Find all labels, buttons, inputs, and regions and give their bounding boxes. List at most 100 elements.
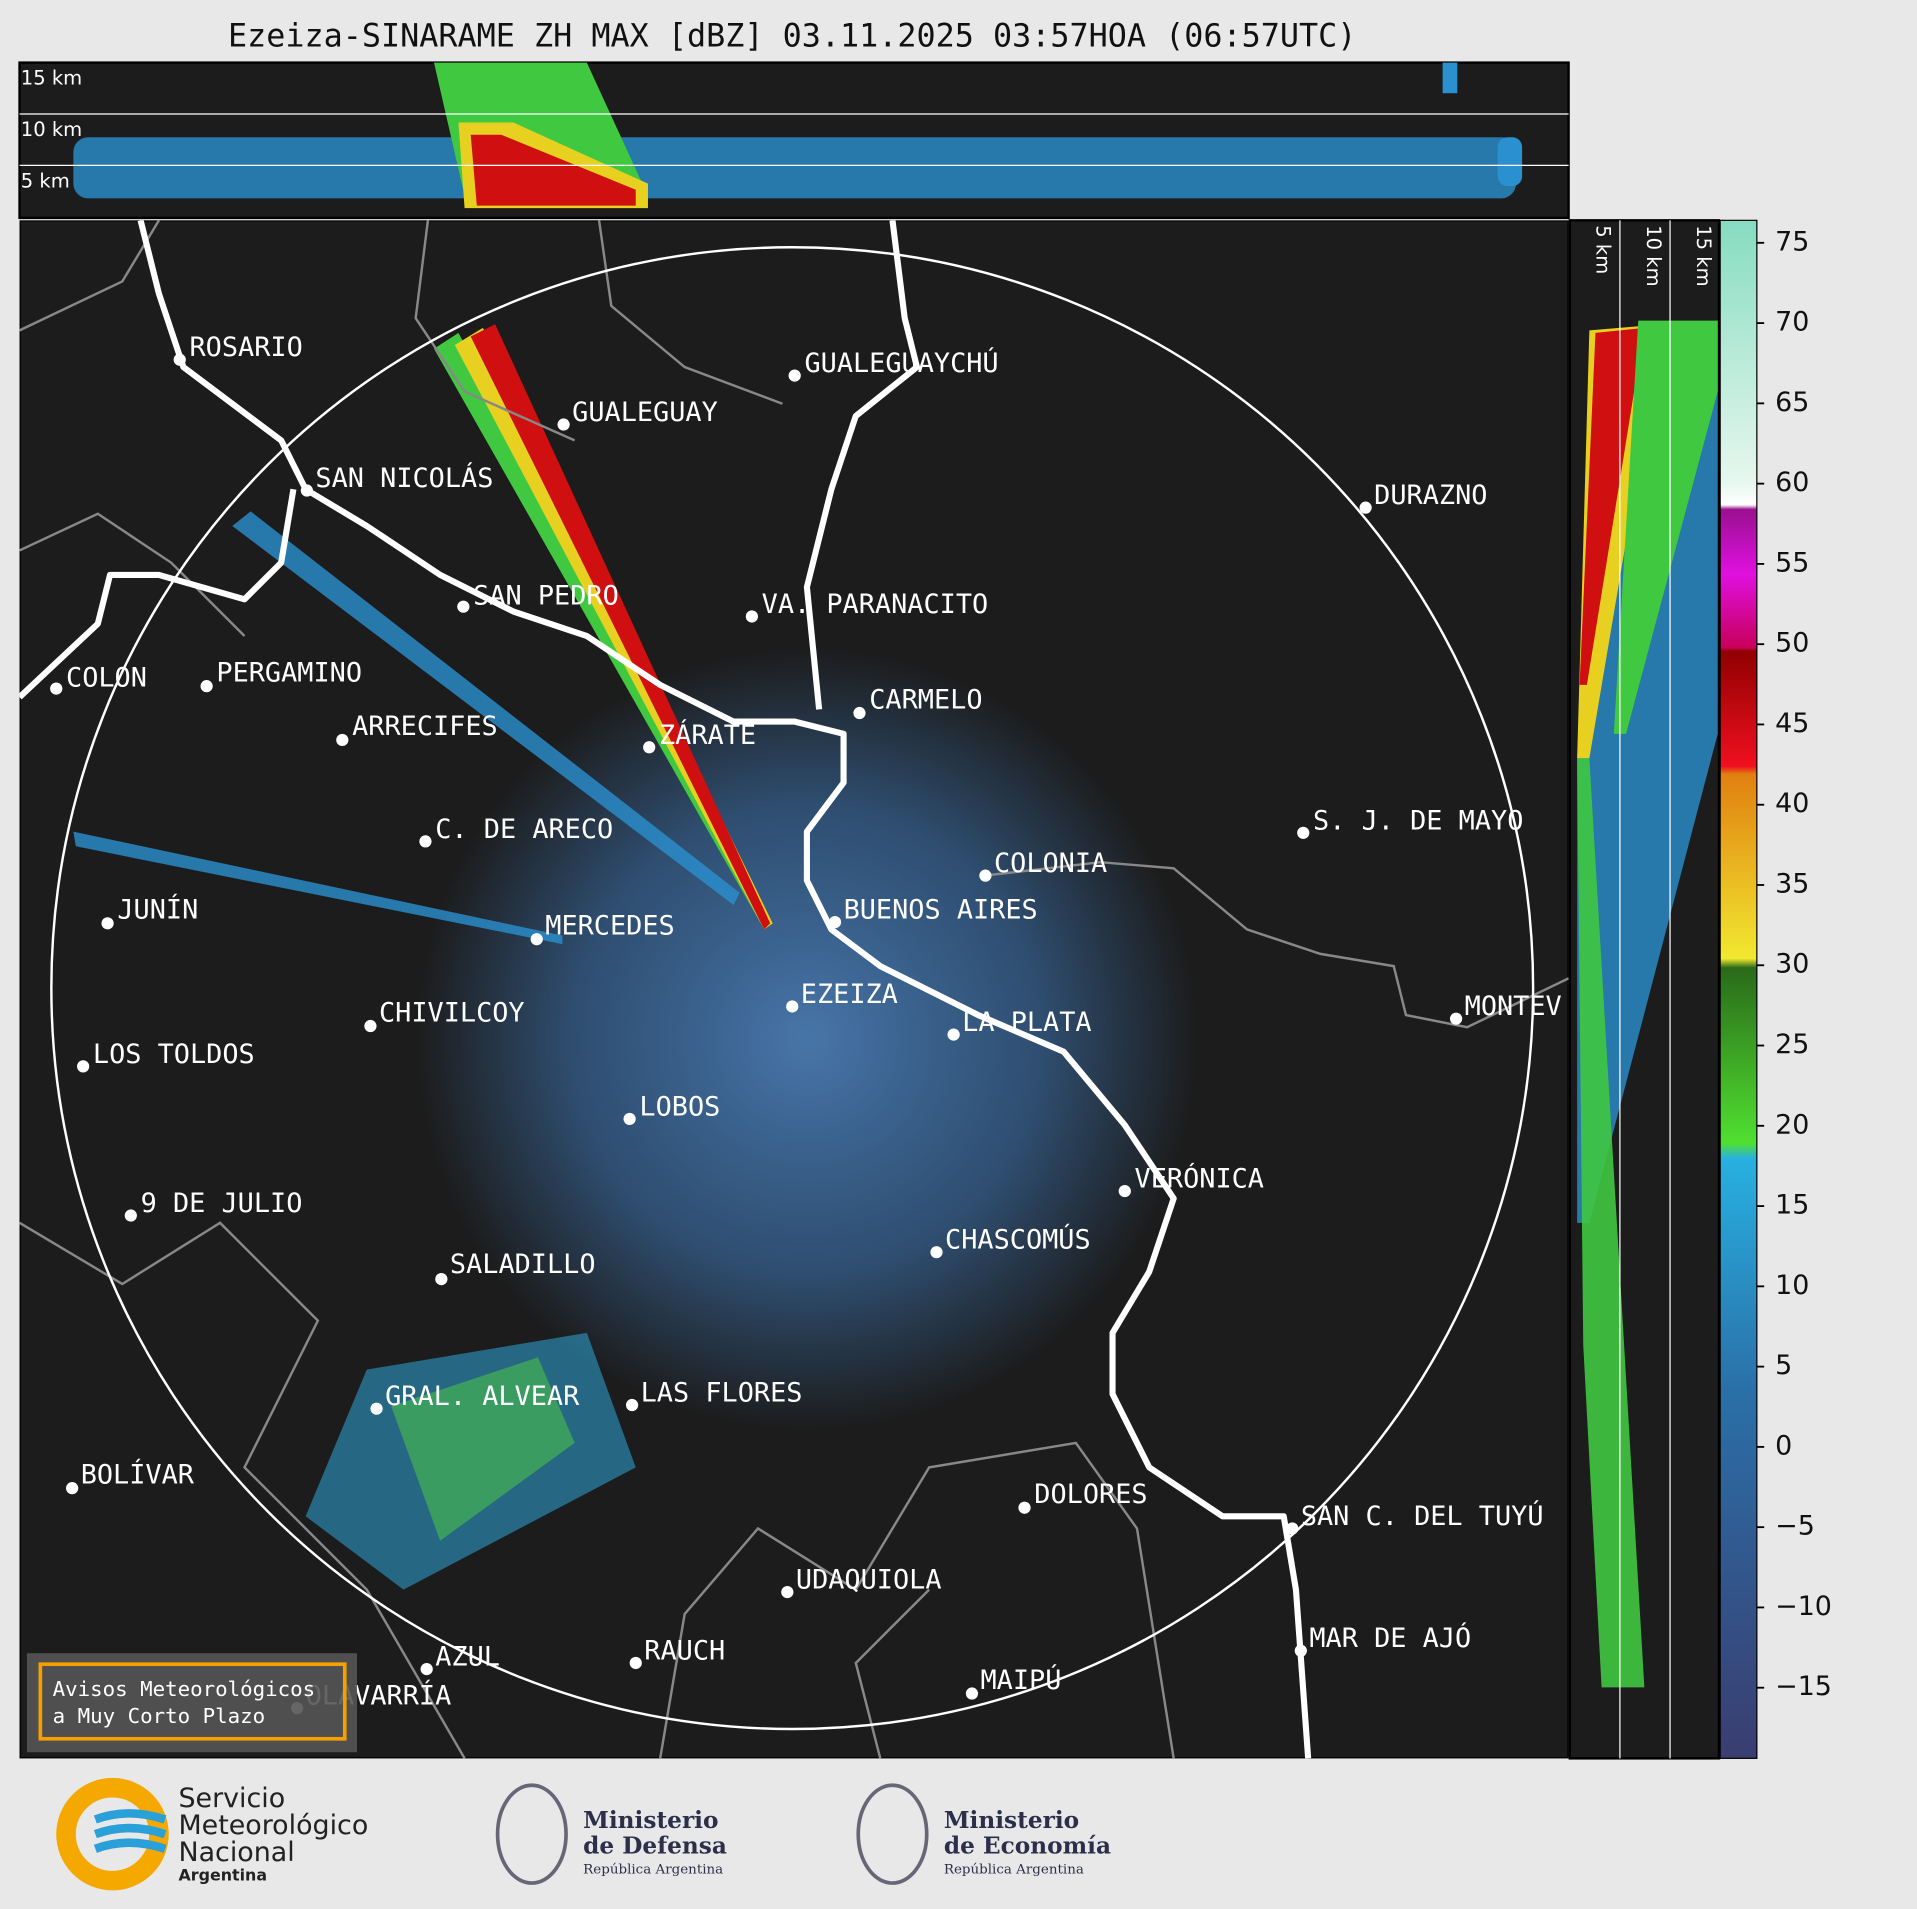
city-label: SAN PEDRO bbox=[473, 580, 619, 611]
city-dot bbox=[965, 1687, 979, 1700]
logo-text: Meteorológico bbox=[178, 1810, 368, 1841]
city-label: PERGAMINO bbox=[216, 657, 362, 688]
defensa-logo: Ministerio de Defensa República Argentin… bbox=[495, 1783, 727, 1885]
city-label: GRAL. ALVEAR bbox=[385, 1381, 580, 1412]
city-dot bbox=[364, 1019, 377, 1033]
colorbar-tick-label: 30 bbox=[1775, 949, 1809, 980]
city-label: CHIVILCOY bbox=[379, 997, 525, 1028]
city-label: UDAQUIOLA bbox=[796, 1565, 942, 1596]
city-dot bbox=[1449, 1012, 1463, 1025]
colorbar-tick-label: 45 bbox=[1775, 708, 1809, 739]
side-section: 5 km 10 km 15 km bbox=[1568, 219, 1721, 1760]
logo-text: Servicio bbox=[178, 1783, 285, 1814]
colorbar-tick-label: 35 bbox=[1775, 868, 1809, 899]
colorbar-tick-label: −10 bbox=[1775, 1591, 1832, 1622]
city-dot bbox=[1286, 1522, 1299, 1535]
logo-text: de Defensa bbox=[583, 1833, 727, 1860]
city-dot bbox=[419, 835, 432, 848]
city-label: ROSARIO bbox=[189, 332, 302, 363]
level-label: 15 km bbox=[21, 67, 82, 90]
city-dot bbox=[1018, 1501, 1031, 1514]
economia-logo: Ministerio de Economía República Argenti… bbox=[856, 1783, 1111, 1885]
city-dot bbox=[77, 1060, 90, 1073]
colorbar-tick-label: 25 bbox=[1775, 1029, 1809, 1060]
logo-text: República Argentina bbox=[583, 1862, 723, 1877]
logo-text: Nacional bbox=[178, 1837, 294, 1868]
city-label: LA PLATA bbox=[962, 1007, 1091, 1038]
city-label: GUALEGUAY bbox=[572, 397, 718, 428]
city-dot bbox=[745, 610, 758, 623]
city-label: VA. PARANACITO bbox=[762, 589, 989, 620]
city-dot bbox=[930, 1246, 943, 1259]
colorbar-tick-label: 40 bbox=[1775, 788, 1809, 819]
level-label: 5 km bbox=[21, 169, 70, 192]
city-label: COLONIA bbox=[994, 848, 1107, 879]
warning-box[interactable]: Avisos Meteorológicos a Muy Corto Plazo bbox=[26, 1653, 357, 1753]
city-dot bbox=[300, 484, 313, 497]
city-dot bbox=[623, 1112, 636, 1126]
city-dot bbox=[629, 1656, 642, 1670]
city-label: MAIPÚ bbox=[981, 1664, 1062, 1696]
city-label: CARMELO bbox=[869, 684, 982, 715]
city-label: 9 DE JULIO bbox=[141, 1188, 303, 1219]
logo-text: de Economía bbox=[944, 1833, 1111, 1860]
logo-text: República Argentina bbox=[944, 1862, 1084, 1877]
city-label: SAN NICOLÁS bbox=[315, 462, 493, 494]
city-label: BOLÍVAR bbox=[81, 1458, 195, 1490]
city-dot bbox=[200, 680, 213, 693]
city-label: LAS FLORES bbox=[641, 1378, 803, 1409]
logo-text: Argentina bbox=[178, 1866, 267, 1885]
colorbar-tick-label: 0 bbox=[1775, 1430, 1792, 1461]
city-label: DURAZNO bbox=[1374, 480, 1487, 511]
city-dot bbox=[781, 1585, 794, 1599]
city-dot bbox=[625, 1398, 639, 1412]
colorbar-tick-label: −15 bbox=[1775, 1671, 1832, 1702]
city-dot bbox=[66, 1482, 79, 1495]
smn-logo: Servicio Meteorológico Nacional Argentin… bbox=[56, 1777, 368, 1891]
city-label: LOBOS bbox=[639, 1091, 720, 1122]
colorbar-tick-label: 65 bbox=[1775, 387, 1809, 418]
city-dot bbox=[530, 933, 543, 946]
city-dot bbox=[124, 1209, 137, 1222]
city-label: JUNÍN bbox=[117, 894, 198, 926]
city-dot bbox=[50, 682, 63, 695]
city-label: SAN C. DEL TUYÚ bbox=[1301, 1500, 1544, 1532]
logo-text: Ministerio bbox=[944, 1807, 1079, 1834]
city-dot bbox=[435, 1272, 448, 1286]
city-dot bbox=[420, 1662, 433, 1676]
city-dot bbox=[101, 917, 114, 930]
colorbar: −15 −10 −5 0 5 10 15 20 25 30 35 40 45 50 55 60 65 70 75 bbox=[1719, 219, 1832, 1759]
city-dot bbox=[853, 706, 866, 720]
title: Ezeiza-SINARAME ZH MAX [dBZ] 03.11.2025 … bbox=[228, 19, 1356, 55]
city-label: COLON bbox=[66, 662, 147, 693]
city-label: EZEIZA bbox=[801, 979, 898, 1010]
city-label: GUALEGUAYCHÚ bbox=[804, 347, 998, 379]
level-label: 10 km bbox=[1642, 225, 1665, 286]
warning-text: Avisos Meteorológicos bbox=[53, 1677, 316, 1701]
city-label: MONTEV bbox=[1465, 991, 1562, 1022]
top-section: 15 km 10 km 5 km bbox=[18, 61, 1570, 220]
city-dot bbox=[173, 353, 186, 366]
city-dot bbox=[786, 1000, 799, 1013]
city-dot bbox=[1359, 501, 1372, 514]
map: ROSARIO GUALEGUAYCHÚ GUALEGUAY SAN NICOLÁS D… bbox=[19, 220, 1569, 1759]
city-label: LOS TOLDOS bbox=[93, 1039, 255, 1070]
city-dot bbox=[828, 915, 842, 929]
warning-text: a Muy Corto Plazo bbox=[53, 1704, 266, 1728]
city-label: CHASCOMÚS bbox=[945, 1224, 1091, 1256]
level-label: 10 km bbox=[21, 118, 82, 141]
city-label: VERÓNICA bbox=[1135, 1163, 1264, 1195]
city-label: AZUL bbox=[435, 1642, 500, 1673]
colorbar-tick-label: 55 bbox=[1775, 547, 1809, 578]
city-dot bbox=[979, 869, 992, 882]
city-label: C. DE ARECO bbox=[435, 814, 613, 845]
colorbar-tick-label: −5 bbox=[1775, 1511, 1815, 1542]
city-dot bbox=[1118, 1184, 1131, 1198]
level-label: 5 km bbox=[1592, 225, 1615, 274]
colorbar-tick-label: 10 bbox=[1775, 1270, 1809, 1301]
city-dot bbox=[557, 418, 570, 431]
city-label: BUENOS AIRES bbox=[844, 895, 1038, 926]
city-dot bbox=[643, 741, 656, 754]
